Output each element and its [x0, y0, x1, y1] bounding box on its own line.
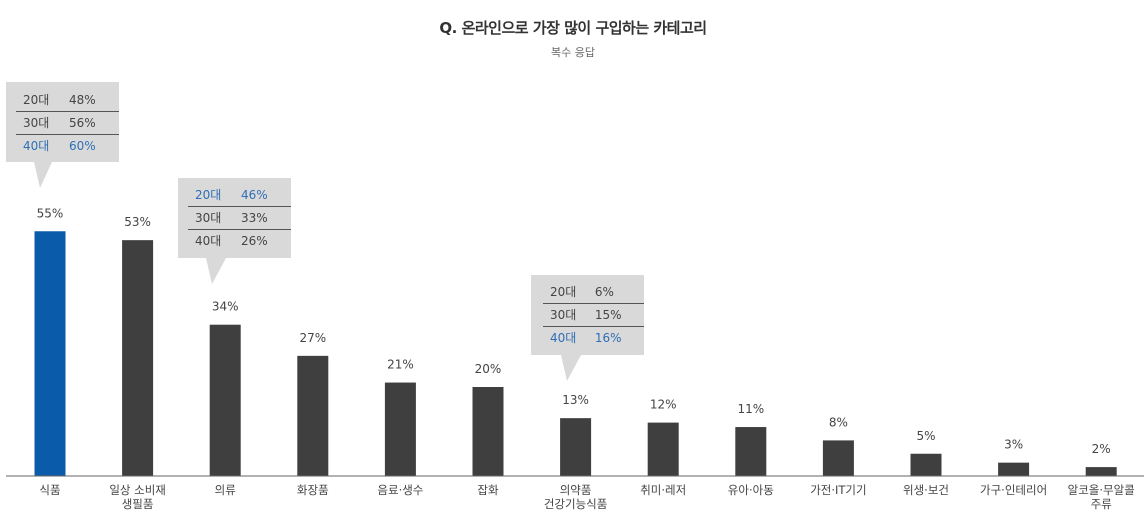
callout-row-highlight: 40대 60%: [16, 135, 119, 158]
callout-medicine: 20대 6% 30대 15% 40대 16%: [531, 275, 644, 381]
bar: [647, 422, 679, 476]
category-label: 의약품: [560, 483, 592, 497]
chart-subtitle: 복수 응답: [551, 46, 595, 59]
callout-pointer: [561, 355, 581, 381]
age-value: 16%: [594, 331, 622, 345]
category-label: 화장품: [297, 483, 329, 497]
age-value: 26%: [241, 234, 268, 248]
category-label: 식품: [39, 483, 60, 497]
callout-row: 30대 56%: [16, 111, 119, 135]
value-label: 53%: [124, 215, 151, 229]
chart-title: Q. 온라인으로 가장 많이 구입하는 카테고리: [439, 19, 707, 37]
callout-pointer: [206, 258, 226, 284]
value-label: 34%: [212, 300, 239, 314]
bar: [34, 231, 66, 476]
age-value: 56%: [69, 111, 119, 135]
category-label: 생필품: [122, 497, 154, 511]
value-label: 2%: [1092, 442, 1111, 456]
age-value: 60%: [69, 139, 96, 153]
value-label: 21%: [387, 358, 414, 372]
callout-row: 20대 6%: [543, 281, 644, 304]
value-label: 5%: [916, 429, 935, 443]
age-value: 48%: [69, 89, 119, 112]
value-label: 12%: [650, 398, 677, 412]
value-label: 13%: [562, 393, 589, 407]
value-label: 55%: [37, 206, 64, 220]
value-label: 8%: [829, 415, 848, 429]
age-label: 20대: [188, 184, 241, 207]
callout-table: 20대 48% 30대 56% 40대 60%: [16, 89, 119, 157]
category-label: 일상 소비재: [109, 483, 166, 497]
category-label: 가전·IT기기: [810, 483, 866, 497]
age-label: 20대: [16, 89, 69, 112]
callout-row: 20대 48%: [16, 89, 119, 112]
bar: [998, 462, 1030, 476]
callout-table: 20대 46% 30대 33% 40대 26%: [188, 184, 291, 252]
callout-row: 40대 26%: [188, 230, 291, 253]
category-label: 건강기능식품: [544, 497, 607, 511]
age-label: 40대: [550, 331, 577, 345]
bar: [735, 427, 767, 476]
category-label: 위생·보건: [903, 483, 949, 497]
bar: [560, 418, 592, 476]
age-label: 20대: [543, 281, 595, 304]
callout-clothing: 20대 46% 30대 33% 40대 26%: [178, 178, 291, 284]
bar: [209, 324, 241, 476]
age-label: 40대: [195, 234, 222, 248]
bar: [1085, 467, 1117, 476]
callout-row: 30대 15%: [543, 303, 644, 327]
age-label: 40대: [23, 139, 50, 153]
value-label: 11%: [737, 402, 764, 416]
callout-row-highlight: 40대 16%: [543, 327, 644, 350]
bar: [297, 355, 329, 476]
age-value: 6%: [594, 281, 644, 304]
callout-row: 30대 33%: [188, 206, 291, 230]
bar: [122, 240, 154, 476]
category-label: 가구·인테리어: [980, 483, 1047, 497]
age-label: 30대: [16, 111, 69, 135]
bar: [472, 387, 504, 476]
category-label: 의류: [215, 483, 236, 497]
category-label: 음료·생수: [377, 483, 423, 497]
category-label: 알코올·무알콜: [1068, 483, 1135, 497]
category-label: 주류: [1091, 497, 1112, 511]
value-label: 3%: [1004, 438, 1023, 452]
bar: [822, 440, 854, 476]
age-value: 46%: [241, 184, 291, 207]
callout-food: 20대 48% 30대 56% 40대 60%: [6, 82, 119, 188]
age-label: 30대: [543, 303, 595, 327]
callout-table: 20대 6% 30대 15% 40대 16%: [543, 281, 644, 349]
category-label: 취미·레저: [640, 483, 686, 497]
value-label: 27%: [299, 331, 326, 345]
age-label: 30대: [188, 206, 241, 230]
category-label: 유아·아동: [728, 483, 774, 497]
age-value: 15%: [594, 303, 644, 327]
callout-row-highlight: 20대 46%: [188, 184, 291, 207]
value-label: 20%: [475, 362, 502, 376]
callout-pointer: [34, 162, 52, 188]
bar: [384, 382, 416, 476]
bar: [910, 453, 942, 476]
age-value: 33%: [241, 206, 291, 230]
category-label: 잡화: [477, 483, 499, 497]
